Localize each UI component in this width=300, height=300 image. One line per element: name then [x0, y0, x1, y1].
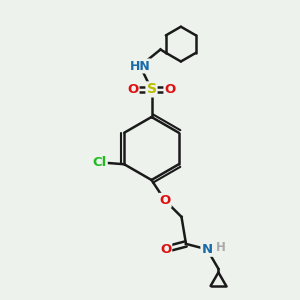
Text: O: O [159, 194, 171, 207]
Text: O: O [127, 83, 139, 96]
Text: O: O [160, 243, 171, 256]
Text: H: H [215, 241, 225, 254]
Text: HN: HN [130, 59, 151, 73]
Text: Cl: Cl [92, 156, 107, 169]
Text: S: S [146, 82, 157, 96]
Text: O: O [164, 83, 176, 96]
Text: N: N [201, 243, 213, 256]
